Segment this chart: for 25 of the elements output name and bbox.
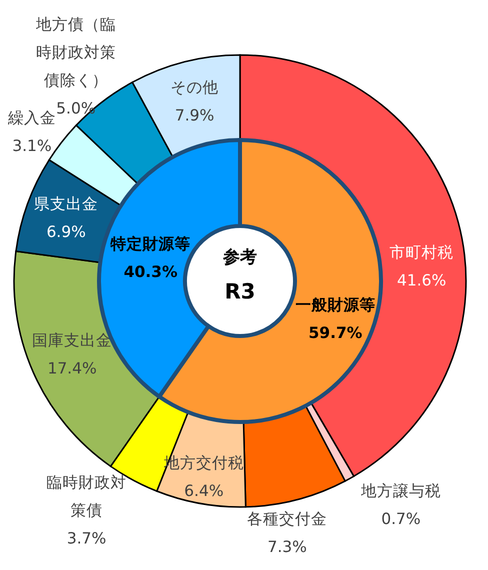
data-label: 17.4%: [47, 360, 97, 378]
data-label: 0.7%: [381, 510, 421, 528]
data-label: 6.9%: [46, 222, 86, 241]
data-label: 59.7%: [308, 324, 363, 342]
text: R3: [224, 280, 256, 304]
data-label: 7.3%: [267, 538, 307, 556]
slice-label: 市町村税: [390, 244, 454, 262]
data-label: 6.4%: [184, 482, 224, 500]
data-label: 3.7%: [66, 529, 106, 548]
data-label: 7.9%: [174, 106, 214, 125]
slice-label: 一般財源等: [295, 296, 376, 314]
slice-label: 国庫支出金: [32, 332, 112, 350]
data-label: 5.0%: [56, 100, 96, 118]
data-label: 41.6%: [396, 272, 446, 290]
slice-label: 各種交付金: [247, 510, 328, 528]
data-label: 40.3%: [124, 262, 178, 281]
slice-label: 県支出金: [34, 194, 98, 213]
slice-label: その他: [170, 78, 219, 97]
data-label: 3.1%: [12, 137, 52, 156]
slice-label: 特定財源等: [110, 234, 191, 253]
slice-label: 臨時財政対策債: [46, 473, 127, 520]
slice-label: 繰入金: [6, 109, 56, 128]
text: 参考: [222, 248, 257, 268]
slice-label: 地方債（臨時財政対策債除く）: [34, 16, 116, 90]
slice-label: 地方譲与税: [360, 482, 441, 500]
